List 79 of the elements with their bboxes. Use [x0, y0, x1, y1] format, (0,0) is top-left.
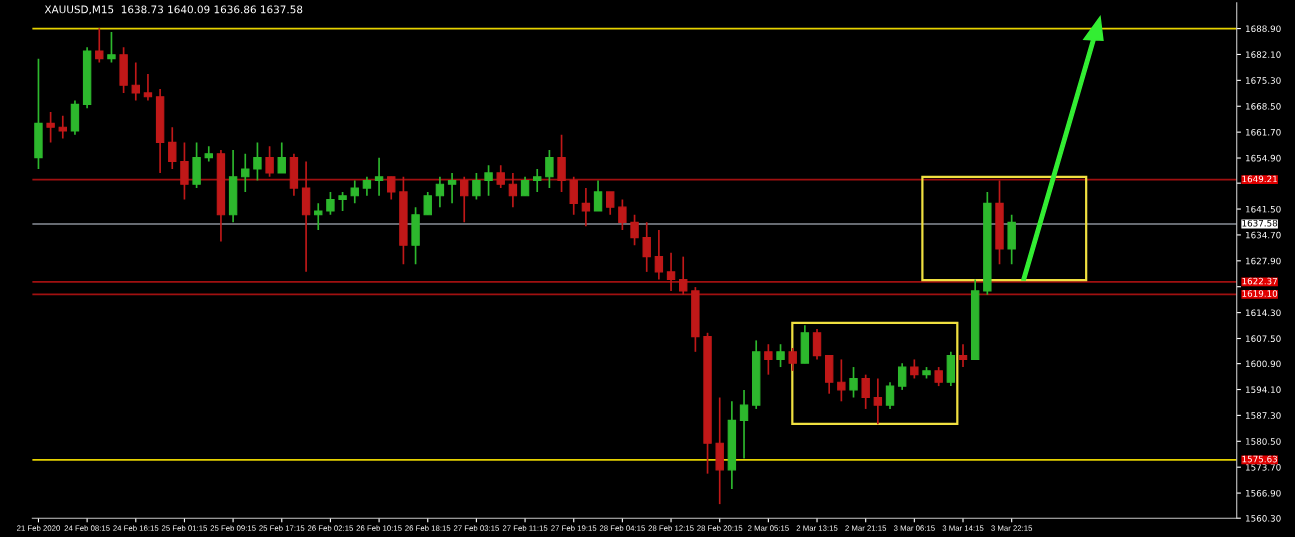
candlestick [447, 172, 457, 205]
candlestick [569, 175, 578, 216]
candlestick [873, 377, 883, 425]
candlestick [606, 191, 615, 216]
candlestick [58, 114, 67, 140]
candlestick [374, 156, 384, 197]
candlestick [180, 141, 189, 201]
candlestick [849, 366, 858, 399]
candlestick [837, 358, 846, 403]
candlestick [107, 31, 116, 64]
candlestick [168, 126, 177, 170]
candlestick [423, 191, 432, 216]
candlestick [277, 141, 286, 174]
candlestick [630, 213, 639, 247]
candlestick [764, 343, 773, 376]
y-tick-label: 1580.50 [1246, 438, 1281, 445]
candlestick [95, 27, 104, 64]
candlestick [131, 61, 140, 102]
candlestick [812, 328, 822, 361]
candlestick [472, 172, 481, 201]
ref-line-label: 1575.63 [1242, 455, 1278, 463]
candlestick [861, 373, 870, 410]
candlestick [435, 175, 445, 208]
candlestick [739, 389, 749, 460]
ref-line-label: 1622.37 [1242, 277, 1277, 285]
candlestick [885, 381, 895, 410]
ref-line-label: 1637.58 [1242, 219, 1278, 227]
y-tick-label: 1607.50 [1246, 335, 1281, 342]
candlestick [46, 111, 55, 144]
candlestick [910, 358, 919, 380]
y-tick-label: 1627.90 [1246, 257, 1281, 265]
candlestick [508, 172, 518, 208]
candlestick [460, 175, 469, 224]
candlestick [241, 153, 250, 193]
candlestick [934, 366, 943, 387]
candlestick [897, 362, 907, 391]
candlestick [788, 347, 797, 372]
candlestick [362, 175, 372, 197]
y-tick-label: 1641.50 [1246, 205, 1281, 213]
candlestick [338, 191, 347, 212]
y-tick-label: 1654.90 [1246, 154, 1281, 162]
candlestick [326, 191, 335, 216]
y-tick-label: 1560.30 [1246, 515, 1281, 522]
candlestick [350, 179, 359, 205]
y-tick-label: 1661.70 [1246, 128, 1281, 136]
y-tick-label: 1566.90 [1246, 489, 1281, 497]
ref-line-label: 1619.10 [1242, 290, 1278, 297]
candlestick [253, 141, 262, 182]
candlestick [581, 187, 591, 228]
candlestick [484, 164, 493, 197]
candlestick [666, 251, 676, 292]
candlestick [679, 255, 688, 296]
ref-line-label: 1649.21 [1242, 175, 1277, 183]
y-tick-label: 1682.10 [1246, 51, 1281, 58]
candlestick [265, 145, 274, 178]
y-tick-label: 1573.70 [1246, 464, 1281, 471]
y-tick-label: 1600.90 [1246, 360, 1281, 368]
candlestick [143, 73, 153, 102]
candlestick [387, 175, 396, 201]
candlestick [496, 164, 505, 189]
candlestick [618, 198, 627, 231]
y-tick-label: 1634.70 [1246, 231, 1281, 239]
y-tick-label: 1587.30 [1246, 412, 1281, 419]
y-tick-label: 1614.30 [1246, 309, 1281, 317]
candlestick [533, 168, 542, 193]
candlestick [642, 221, 651, 273]
candlestick [314, 202, 323, 231]
y-tick-label: 1594.10 [1246, 386, 1281, 393]
chart-title: XAUUSD,M15 1638.73 1640.09 1636.86 1637.58 [44, 5, 303, 15]
candlestick [958, 343, 968, 368]
y-tick-label: 1675.30 [1246, 77, 1281, 84]
candlestick [654, 229, 664, 281]
candlestick [520, 175, 530, 197]
y-tick-label: 1668.50 [1246, 103, 1281, 110]
candlestick [545, 149, 554, 189]
candlestick [776, 343, 785, 368]
candlestick [557, 133, 566, 193]
y-tick-label: 1688.90 [1246, 25, 1281, 33]
candlestick [593, 179, 603, 212]
